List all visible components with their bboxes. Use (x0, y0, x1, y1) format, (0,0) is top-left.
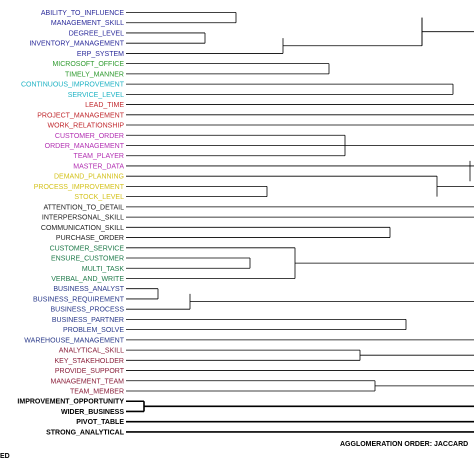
leaf-label-master-data: MASTER_DATA (73, 163, 124, 170)
leaf-label-interpersonal-skill: INTERPERSONAL_SKILL (42, 215, 124, 222)
leaf-label-provide-support: PROVIDE_SUPPORT (55, 368, 125, 375)
leaf-label-lead-time: LEAD_TIME (85, 102, 124, 109)
leaf-label-management-team: MANAGEMENT_TEAM (50, 378, 124, 385)
leaf-label-analytical-skill: ANALYTICAL_SKILL (59, 348, 124, 355)
leaf-label-multi-task: MULTI_TASK (82, 266, 124, 273)
leaf-label-degree-level: DEGREE_LEVEL (69, 30, 124, 37)
leaf-label-team-member: TEAM_MEMBER (70, 389, 124, 396)
leaf-label-ability-to-influence: ABILITY_TO_INFLUENCE (41, 10, 124, 17)
leaf-label-business-analyst: BUSINESS_ANALYST (53, 286, 124, 293)
leaf-label-continuous-improvement: CONTINUOUS_IMPROVEMENT (21, 82, 125, 89)
leaf-label-pivot-table: PIVOT_TABLE (76, 419, 124, 426)
leaf-label-service-level: SERVICE_LEVEL (68, 92, 124, 99)
leaf-label-customer-order: CUSTOMER_ORDER (55, 133, 124, 140)
leaf-label-process-improvement: PROCESS_IMPROVEMENT (34, 184, 125, 191)
leaf-label-improvement-opportunity: IMPROVEMENT_OPPORTUNITY (17, 399, 124, 406)
leaf-label-microsoft-office: MICROSOFT_OFFICE (52, 61, 124, 68)
leaf-label-business-requirement: BUSINESS_REQUIREMENT (33, 296, 125, 303)
leaf-label-project-management: PROJECT_MANAGEMENT (37, 112, 124, 119)
leaf-label-inventory-management: INVENTORY_MANAGEMENT (29, 41, 124, 48)
leaf-label-management-skill: MANAGEMENT_SKILL (51, 20, 124, 27)
leaf-label-problem-solve: PROBLEM_SOLVE (63, 327, 124, 334)
leaf-label-erp-system: ERP_SYSTEM (77, 51, 124, 58)
leaf-label-team-player: TEAM_PLAYER (74, 153, 124, 160)
footer-left-fragment: ED (0, 453, 10, 460)
leaf-label-business-process: BUSINESS_PROCESS (50, 307, 124, 314)
leaf-label-strong-analytical: STRONG_ANALYTICAL (46, 429, 125, 436)
leaf-label-key-stakeholder: KEY_STAKEHOLDER (54, 358, 124, 365)
leaf-label-order-management: ORDER_MANAGEMENT (45, 143, 125, 150)
leaf-label-business-partner: BUSINESS_PARTNER (52, 317, 124, 324)
leaf-label-warehouse-management: WAREHOUSE_MANAGEMENT (24, 337, 124, 344)
leaf-label-timely-manner: TIMELY_MANNER (65, 71, 124, 78)
leaf-label-attention-to-detail: ATTENTION_TO_DETAIL (43, 204, 124, 211)
leaf-label-work-relationship: WORK_RELATIONSHIP (48, 123, 125, 130)
leaf-label-purchase-order: PURCHASE_ORDER (56, 235, 124, 242)
leaf-label-demand-planning: DEMAND_PLANNING (54, 174, 124, 181)
leaf-label-wider-business: WIDER_BUSINESS (61, 409, 124, 416)
agglomeration-order-label: AGGLOMERATION ORDER: JACCARD (340, 441, 469, 448)
leaf-label-communication-skill: COMMUNICATION_SKILL (41, 225, 124, 232)
leaf-label-stock-level: STOCK_LEVEL (74, 194, 124, 201)
leaf-label-verbal-and-write: VERBAL_AND_WRITE (51, 276, 124, 283)
leaf-label-ensure-customer: ENSURE_CUSTOMER (51, 256, 124, 263)
leaf-label-customer-service: CUSTOMER_SERVICE (50, 245, 125, 252)
